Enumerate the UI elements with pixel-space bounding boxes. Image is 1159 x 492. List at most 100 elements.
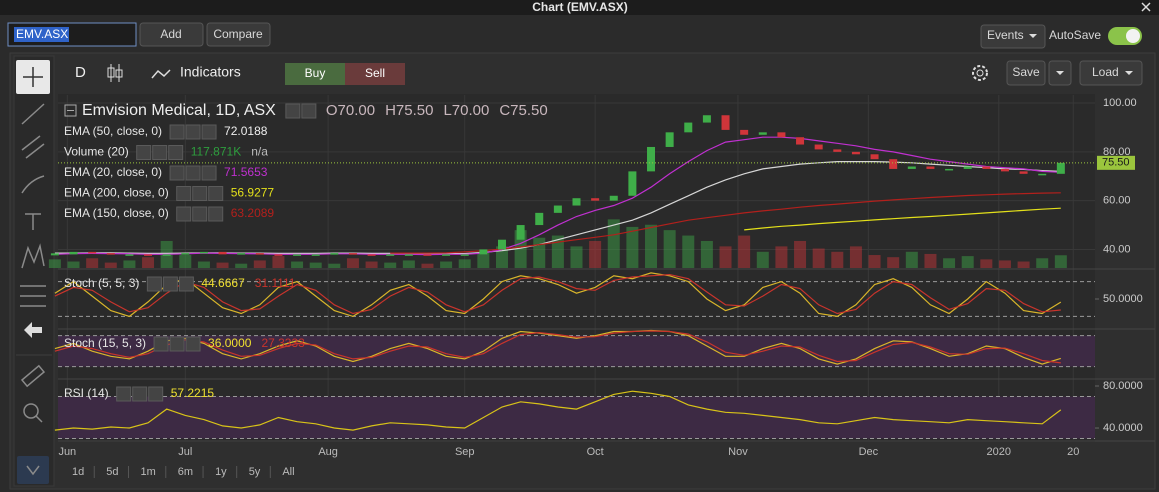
interval-selector[interactable]: D [75,64,86,81]
volume-bar [197,261,210,268]
indicator-icon [192,186,208,201]
indicator-value: 31.1111 [255,276,296,290]
volume-bar [868,255,881,268]
volume-bar [570,246,583,268]
channel-tool[interactable] [21,135,45,159]
indicator-value: 117.871K [191,145,242,159]
indicator-label: EMA (50, close, 0) [64,124,162,138]
candle [628,171,637,196]
range-button[interactable]: 6m [178,466,193,478]
indicator-value: 71.5653 [224,165,268,179]
volume-bar [943,258,956,268]
indicators-button[interactable]: Indicators [151,64,241,80]
volume-bar [365,261,378,268]
save-menu-button[interactable] [1048,60,1072,86]
candle [144,254,153,256]
range-button[interactable]: 1y [215,466,227,478]
line-tool[interactable] [21,103,45,125]
candle [907,166,916,169]
back-tool[interactable] [24,322,42,338]
button-label: Indicators [180,64,241,80]
candle [88,251,97,254]
volume-bar [738,235,751,268]
button-label: Save [1012,65,1040,79]
candle [50,253,59,256]
range-button[interactable]: 5d [106,466,118,478]
volume-bar [104,262,117,268]
measure-tool[interactable] [20,364,46,388]
buy-button[interactable]: Buy [285,63,345,85]
candle [497,239,506,250]
load-button[interactable]: Load [1079,60,1143,86]
ohlc-value: L70.00 [443,102,489,119]
indicator-icon [169,336,185,352]
ohlc-value: H75.50 [385,102,433,119]
last-price-tag [1097,155,1135,170]
title-bar [0,0,1159,15]
volume-bar [719,246,732,268]
y-tick-label: 100.00 [1103,97,1137,109]
volume-bar [607,219,620,268]
candle [851,151,860,155]
range-button[interactable]: 1m [141,466,156,478]
compare-button[interactable]: Compare [206,22,271,47]
indicator-icon [148,386,164,402]
pattern-tool[interactable] [21,243,45,269]
scroll-down[interactable] [17,456,49,484]
oscillator-line [54,273,1061,315]
candle [963,166,972,169]
candle [702,115,711,123]
sell-button[interactable]: Sell [345,63,405,85]
x-tick-label: Aug [318,446,338,458]
text-tool[interactable] [25,213,41,230]
volume-bar [812,248,825,268]
brush-tool[interactable] [21,175,45,194]
chart-type-button[interactable] [107,64,123,82]
oscillator-line [54,390,1062,431]
indicator-icon [201,165,217,181]
range-button[interactable]: 5y [249,466,261,478]
button-label: Compare [213,27,263,41]
close-button[interactable] [1141,2,1151,12]
volume-bar [440,261,453,268]
candle [647,146,656,172]
candle [460,254,469,256]
indicator-icon [185,124,201,140]
volume-bar [235,263,248,268]
indicator-icon [152,145,168,160]
candle [106,253,115,255]
oscillator-line [54,329,1061,365]
crosshair-tool[interactable] [16,60,50,94]
events-button[interactable]: Events [980,24,1046,49]
fib-tool[interactable] [20,285,46,307]
range-button[interactable]: 1d [72,466,84,478]
title-icon [301,103,317,119]
symbol-input[interactable]: EMV.ASX [7,22,137,47]
indicator-icon [201,124,217,140]
save-button[interactable]: Save [1006,60,1046,86]
candle [814,144,823,150]
y-tick-label: 40.0000 [1103,422,1143,434]
volume-bar [682,235,695,268]
volume-bar [905,251,918,268]
range-button[interactable]: All [282,466,294,478]
volume-bar [1054,255,1067,268]
x-tick-label: Dec [859,446,879,458]
autosave-toggle[interactable] [1108,27,1142,45]
indicator-icon [185,336,201,352]
zoom-tool[interactable] [23,403,43,423]
volume-bar [626,226,639,268]
indicator-value: 27.3333 [261,336,305,350]
volume-bar [961,256,974,268]
settings-button[interactable] [972,65,988,81]
candle [367,254,376,256]
volume-bar [924,253,937,268]
volume-bar [849,246,862,268]
add-button[interactable]: Add [139,22,204,47]
volume-bar [291,261,304,268]
y-tick-label: 50.0000 [1103,293,1143,305]
candle [796,137,805,145]
candle [181,253,190,255]
indicator-value: 56.9277 [231,186,275,200]
indicator-icon [176,206,192,222]
